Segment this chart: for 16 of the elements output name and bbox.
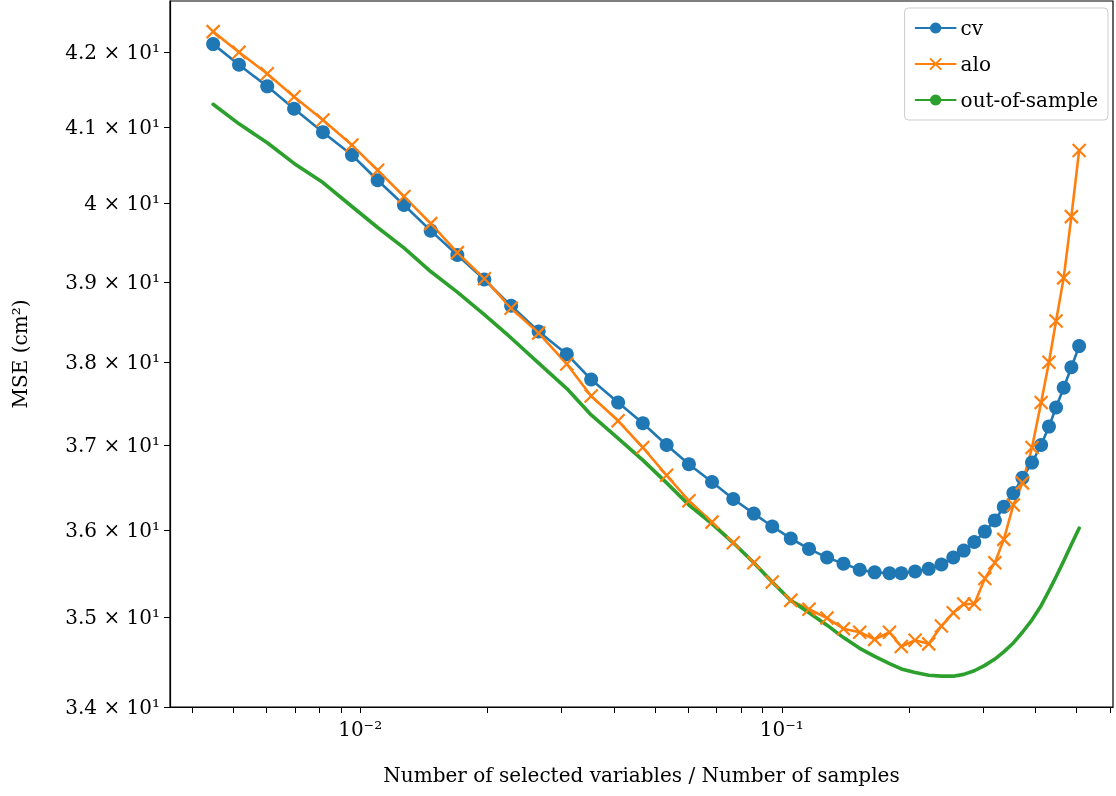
x-tick-label: 10⁻¹ [759,717,804,741]
y-tick-label: 3.7 × 10¹ [65,432,160,457]
x-tick-label: 10⁻² [338,717,383,741]
y-tick-label: 3.9 × 10¹ [65,269,160,294]
y-tick-label: 3.8 × 10¹ [65,350,160,375]
y-tick-label: 3.6 × 10¹ [65,517,160,542]
legend-label: alo [960,52,991,76]
y-tick-label: 3.4 × 10¹ [65,695,160,719]
legend-label: out-of-sample [960,88,1099,112]
x-axis-title: Number of selected variables / Number of samples [383,763,900,787]
y-tick-label: 4.2 × 10¹ [65,40,160,65]
y-tick-label: 4 × 10¹ [84,191,160,216]
legend-label: cv [960,16,984,40]
y-tick-label: 4.1 × 10¹ [65,114,160,139]
y-tick-label: 3.5 × 10¹ [65,605,160,630]
y-axis-title: MSE (cm²) [8,299,32,409]
